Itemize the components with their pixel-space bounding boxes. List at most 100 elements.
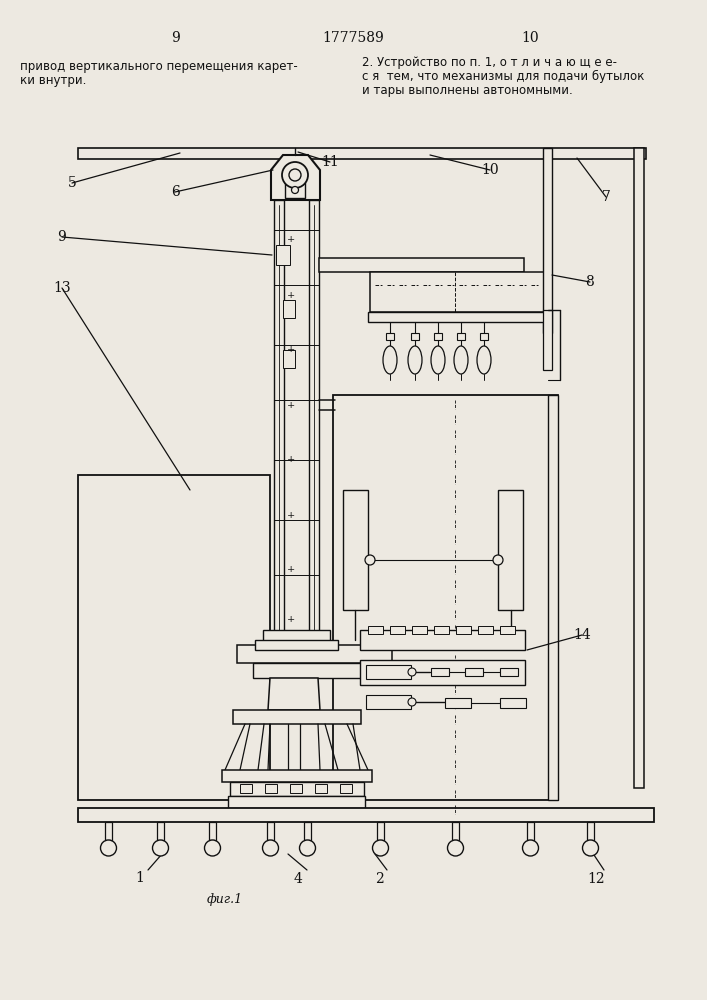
Bar (237, 645, 392, 663)
Text: ки внутри.: ки внутри. (20, 74, 86, 87)
Circle shape (583, 840, 599, 856)
Text: 7: 7 (602, 190, 610, 204)
Bar (283, 350, 295, 368)
Text: +: + (287, 290, 295, 300)
Bar (78, 808, 654, 822)
Text: 6: 6 (170, 185, 180, 199)
Text: 2. Устройство по п. 1, о т л и ч а ю щ е е-: 2. Устройство по п. 1, о т л и ч а ю щ е… (362, 56, 617, 69)
Bar (498, 490, 523, 610)
Bar (465, 668, 483, 676)
Bar (634, 148, 644, 788)
Bar (228, 796, 365, 808)
Bar (240, 784, 252, 793)
Circle shape (365, 555, 375, 565)
Bar (315, 784, 327, 793)
Circle shape (373, 840, 389, 856)
Polygon shape (268, 678, 320, 710)
Text: с я  тем, что механизмы для подачи бутылок: с я тем, что механизмы для подачи бутыло… (362, 70, 644, 83)
Circle shape (204, 840, 221, 856)
Bar (434, 626, 449, 634)
Bar (434, 333, 442, 340)
Text: 9: 9 (172, 31, 180, 45)
Circle shape (448, 840, 464, 856)
Bar (386, 333, 394, 340)
Bar (543, 310, 552, 370)
Text: 4: 4 (293, 872, 303, 886)
Circle shape (100, 840, 117, 856)
Circle shape (408, 668, 416, 676)
Bar (370, 272, 550, 312)
Circle shape (153, 840, 168, 856)
Bar (105, 822, 112, 840)
Bar (360, 630, 525, 650)
Text: 10: 10 (481, 163, 499, 177)
Text: +: + (287, 346, 295, 355)
Text: фиг.1: фиг.1 (207, 894, 243, 906)
Text: +: + (287, 615, 295, 624)
Bar (253, 663, 376, 678)
Bar (368, 312, 550, 322)
Text: 1: 1 (136, 871, 144, 885)
Bar (500, 668, 518, 676)
Bar (290, 784, 302, 793)
Bar (377, 822, 384, 840)
Text: 2: 2 (375, 872, 383, 886)
Bar (445, 698, 471, 708)
Circle shape (522, 840, 539, 856)
Bar (360, 660, 525, 685)
Text: +: + (287, 400, 295, 410)
Ellipse shape (408, 346, 422, 374)
Bar (527, 822, 534, 840)
Bar (411, 333, 419, 340)
Bar (255, 640, 338, 650)
Bar (209, 822, 216, 840)
Bar (263, 630, 330, 645)
Ellipse shape (454, 346, 468, 374)
Text: 10: 10 (521, 31, 539, 45)
Text: +: + (287, 510, 295, 520)
Bar (78, 475, 270, 800)
Bar (276, 245, 290, 265)
Text: 8: 8 (585, 275, 595, 289)
Ellipse shape (477, 346, 491, 374)
Circle shape (291, 186, 298, 194)
Bar (78, 148, 646, 159)
Circle shape (282, 162, 308, 188)
Bar (265, 784, 277, 793)
Bar (157, 822, 164, 840)
Circle shape (289, 169, 301, 181)
Bar (366, 665, 411, 679)
Ellipse shape (431, 346, 445, 374)
Text: 11: 11 (321, 155, 339, 169)
Circle shape (262, 840, 279, 856)
Text: +: + (287, 566, 295, 574)
Text: 14: 14 (573, 628, 591, 642)
Bar (431, 668, 449, 676)
Bar (230, 782, 364, 796)
Bar (340, 784, 352, 793)
Text: привод вертикального перемещения карет-: привод вертикального перемещения карет- (20, 60, 298, 73)
Circle shape (300, 840, 315, 856)
Bar (333, 395, 558, 800)
Text: 12: 12 (588, 872, 604, 886)
Bar (319, 258, 524, 272)
Bar (285, 182, 305, 198)
Bar (478, 626, 493, 634)
Bar (457, 333, 465, 340)
Bar (587, 822, 594, 840)
Text: 5: 5 (68, 176, 76, 190)
Text: и тары выполнены автономными.: и тары выполнены автономными. (362, 84, 573, 97)
Bar (233, 710, 361, 724)
Bar (390, 626, 405, 634)
Bar (456, 626, 471, 634)
Circle shape (408, 698, 416, 706)
Bar (309, 200, 319, 650)
Text: +: + (287, 456, 295, 464)
Bar (283, 300, 295, 318)
Bar (480, 333, 488, 340)
Bar (452, 822, 459, 840)
Bar (412, 626, 427, 634)
Polygon shape (271, 155, 320, 200)
Bar (366, 695, 411, 709)
Ellipse shape (383, 346, 397, 374)
